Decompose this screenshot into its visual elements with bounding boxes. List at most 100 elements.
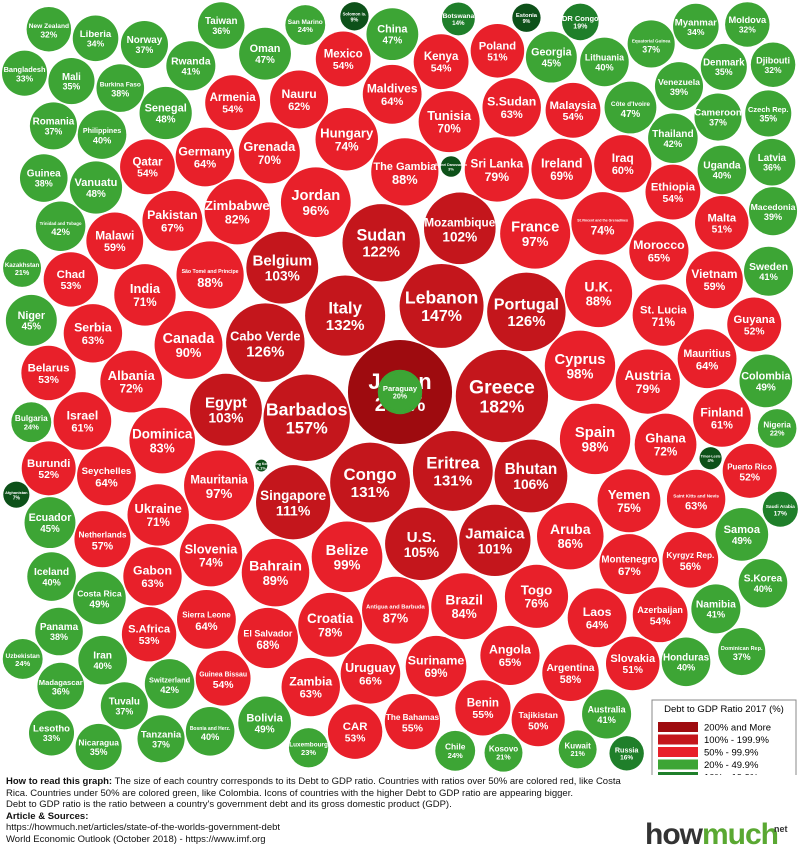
country-name: Iran [93, 651, 112, 662]
country-value: 32% [40, 29, 57, 39]
country-value: 7% [13, 495, 21, 501]
country-name: Lesotho [33, 724, 70, 735]
country-value: 21% [15, 268, 30, 277]
country [21, 441, 76, 496]
country-name: Bolivia [246, 712, 283, 724]
country-value: 64% [194, 159, 216, 171]
country [190, 373, 262, 446]
country [582, 689, 632, 739]
country-name: Tanzania [141, 729, 182, 740]
country-name: Hong Kong [252, 462, 271, 466]
country-name: Suriname [408, 654, 465, 668]
country-value: 64% [696, 360, 718, 372]
country-name: Togo [521, 583, 553, 598]
country-value: 53% [61, 281, 82, 292]
country-value: 63% [300, 689, 322, 701]
country [757, 409, 797, 448]
country [3, 481, 30, 508]
country-value: 79% [485, 170, 510, 184]
country-value: 24% [24, 422, 39, 431]
country [512, 3, 541, 32]
country-name: Taiwan [205, 16, 237, 27]
country-name: Namibia [696, 599, 736, 610]
country-value: 147% [421, 308, 462, 325]
legend-swatch [658, 722, 698, 732]
country [239, 27, 291, 80]
country-value: 23% [301, 748, 316, 757]
country-value: 64% [195, 621, 217, 633]
country-name: São Tomé and Principe [182, 269, 239, 275]
country [632, 284, 695, 346]
country-name: Ghana [645, 431, 686, 446]
country-value: 34% [687, 27, 705, 37]
country-name: Kyrgyz Rep. [666, 550, 714, 560]
country-value: 68% [256, 640, 279, 652]
country [694, 93, 742, 141]
country [311, 521, 383, 593]
country-value: 59% [704, 281, 726, 293]
how-to-label: How to read this graph: [6, 776, 113, 787]
country-value: 41% [182, 67, 201, 77]
country-name: Singapore [260, 488, 327, 503]
country-value: 19% [573, 24, 588, 31]
country-value: 40% [93, 135, 111, 145]
country-value: 74% [335, 139, 359, 153]
country-name: Samoa [724, 524, 761, 536]
country [545, 82, 601, 138]
country-value: 55% [402, 723, 424, 735]
country-name: Nicaragua [78, 738, 119, 748]
country [53, 392, 112, 450]
country-value: 86% [558, 537, 583, 551]
country [440, 156, 462, 177]
country [558, 730, 597, 769]
country [634, 413, 697, 476]
country [762, 491, 798, 527]
country-value: 54% [213, 680, 234, 691]
country-name: Thailand [652, 129, 694, 140]
chart: Japan238%Greece182%Barbados157%Lebanon14… [2, 2, 798, 776]
country-value: 37% [733, 652, 751, 662]
country [73, 571, 126, 625]
country [482, 78, 541, 137]
country-name: Puerto Rico [727, 462, 772, 471]
country [544, 330, 616, 401]
country-value: 45% [40, 524, 60, 535]
country [748, 187, 798, 236]
country-value: 9% [351, 17, 359, 23]
legend-label: 10% - 19.9% [704, 773, 759, 776]
logo: howmuch [645, 818, 779, 852]
country [441, 2, 475, 36]
country-name: Jordan [291, 188, 340, 204]
country-name: Germany [178, 144, 231, 158]
legend-swatch [658, 759, 698, 770]
country-value: 67% [618, 566, 641, 578]
country-value: 37% [152, 739, 170, 749]
country [75, 723, 122, 770]
country-name: Tunisia [427, 108, 472, 123]
country-value: 61% [71, 422, 93, 434]
country-value: 53% [139, 636, 160, 647]
country-name: Czech Rep. [748, 105, 788, 114]
country-value: 4% [708, 458, 714, 463]
country [86, 212, 144, 270]
country-name: Antigua and Barbuda [366, 604, 425, 610]
country [77, 446, 136, 506]
country-name: Paraguay [383, 384, 418, 393]
country-value: 98% [582, 440, 609, 455]
country [536, 502, 604, 570]
country-value: 74% [591, 224, 615, 238]
legend-swatch [658, 747, 698, 757]
country [418, 91, 480, 153]
country-value: 60% [612, 165, 634, 177]
country-name: Moldova [728, 15, 767, 25]
country [627, 20, 675, 68]
country-name: Latvia [758, 153, 787, 164]
country-name: Albania [108, 368, 156, 383]
country [238, 122, 300, 184]
country-value: 40% [201, 732, 219, 742]
country-value: 49% [732, 536, 752, 547]
country-name: Saudi Arabia [766, 504, 795, 510]
country-name: Mauritius [683, 348, 731, 360]
country-value: 63% [82, 335, 104, 347]
country-value: 24% [448, 751, 463, 760]
